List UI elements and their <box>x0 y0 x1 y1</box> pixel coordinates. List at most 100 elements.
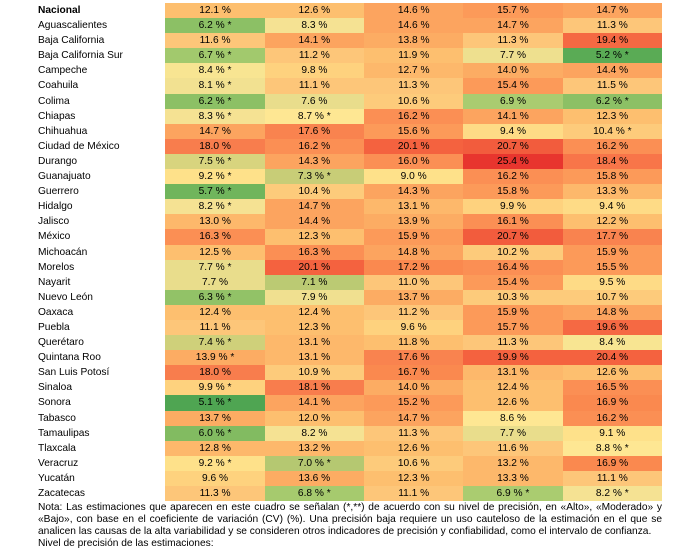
value-cell: 13.2 % <box>264 440 365 456</box>
table-row: Veracruz 9.2 % * 7.0 % * 10.6 % 13.2 % 16.9 % <box>34 455 662 471</box>
value-cell: 14.1 % <box>264 33 365 49</box>
value-cell: 9.6 % <box>364 319 464 336</box>
value-cell: 9.8 % <box>264 63 365 79</box>
table-row: Jalisco 13.0 % 14.4 % 13.9 % 16.1 % 12.2 % <box>34 214 662 230</box>
value-cell: 8.4 % * <box>165 63 265 79</box>
value-cell: 13.7 % <box>165 410 265 426</box>
value-cell: 6.2 % * <box>562 93 662 109</box>
value-cell: 5.2 % * <box>562 48 662 64</box>
state-name-cell: Michoacán <box>34 244 166 260</box>
value-cell: 13.8 % <box>364 33 464 49</box>
precision-heatmap-table-container: Nacional 12.1 % 12.6 % 14.6 % 15.7 % 14.7 % Ag… <box>34 3 662 502</box>
state-name-cell: Tlaxcala <box>34 440 166 456</box>
value-cell: 10.7 % <box>562 289 662 305</box>
value-cell: 16.0 % <box>364 153 464 170</box>
value-cell: 11.8 % <box>364 335 464 351</box>
value-cell: 15.9 % <box>463 304 563 320</box>
value-cell: 11.3 % <box>463 335 563 351</box>
value-cell: 14.7 % <box>165 123 265 139</box>
value-cell: 14.7 % <box>463 18 563 34</box>
value-cell: 7.4 % * <box>165 335 265 351</box>
value-cell: 8.3 % * <box>165 108 265 124</box>
value-cell: 9.9 % * <box>165 380 265 396</box>
table-row: Tamaulipas 6.0 % * 8.2 % 11.3 % 7.7 % 9.1 % <box>34 425 662 441</box>
value-cell: 14.3 % <box>264 153 365 170</box>
value-cell: 15.9 % <box>562 244 662 260</box>
value-cell: 10.6 % <box>364 93 464 109</box>
value-cell: 19.6 % <box>562 319 662 336</box>
table-row: Guerrero 5.7 % * 10.4 % 14.3 % 15.8 % 13.3 % <box>34 184 662 200</box>
table-row: Tlaxcala 12.8 % 13.2 % 12.6 % 11.6 % 8.8 % * <box>34 440 662 456</box>
value-cell: 13.1 % <box>264 335 365 351</box>
value-cell: 10.6 % <box>364 455 464 471</box>
value-cell: 15.7 % <box>463 319 563 336</box>
state-name-cell: Nacional <box>34 3 166 19</box>
value-cell: 14.6 % <box>364 3 464 19</box>
value-cell: 9.2 % * <box>165 455 265 471</box>
state-name-cell: Sonora <box>34 395 166 411</box>
value-cell: 11.2 % <box>364 304 464 320</box>
value-cell: 9.2 % * <box>165 169 265 185</box>
value-cell: 13.1 % <box>364 199 464 215</box>
state-name-cell: Durango <box>34 153 166 170</box>
value-cell: 6.2 % * <box>165 93 265 109</box>
value-cell: 12.4 % <box>463 380 563 396</box>
value-cell: 12.1 % <box>165 3 265 19</box>
value-cell: 15.2 % <box>364 395 464 411</box>
value-cell: 16.9 % <box>562 395 662 411</box>
value-cell: 12.8 % <box>165 440 265 456</box>
value-cell: 7.6 % <box>264 93 365 109</box>
value-cell: 11.2 % <box>264 48 365 64</box>
value-cell: 10.3 % <box>463 289 563 305</box>
value-cell: 9.0 % <box>364 169 464 185</box>
value-cell: 9.9 % <box>463 199 563 215</box>
state-name-cell: Nuevo León <box>34 289 166 305</box>
value-cell: 16.2 % <box>364 108 464 124</box>
state-name-cell: Tabasco <box>34 410 166 426</box>
value-cell: 14.3 % <box>364 184 464 200</box>
state-name-cell: Puebla <box>34 319 166 336</box>
value-cell: 11.0 % <box>364 274 464 290</box>
value-cell: 16.3 % <box>264 244 365 260</box>
value-cell: 6.3 % * <box>165 289 265 305</box>
value-cell: 15.7 % <box>463 3 563 19</box>
value-cell: 12.3 % <box>264 319 365 336</box>
value-cell: 11.6 % <box>463 440 563 456</box>
value-cell: 11.3 % <box>364 425 464 441</box>
value-cell: 14.7 % <box>264 199 365 215</box>
state-name-cell: Chihuahua <box>34 123 166 139</box>
value-cell: 8.1 % * <box>165 78 265 94</box>
value-cell: 12.6 % <box>463 395 563 411</box>
table-row: Chiapas 8.3 % * 8.7 % * 16.2 % 14.1 % 12.3 % <box>34 108 662 124</box>
value-cell: 13.2 % <box>463 455 563 471</box>
value-cell: 19.9 % <box>463 350 563 366</box>
state-name-cell: Guerrero <box>34 184 166 200</box>
value-cell: 5.1 % * <box>165 395 265 411</box>
value-cell: 19.4 % <box>562 33 662 49</box>
table-row: Querétaro 7.4 % * 13.1 % 11.8 % 11.3 % 8.4 % <box>34 335 662 351</box>
state-name-cell: Nayarit <box>34 274 166 290</box>
value-cell: 16.5 % <box>562 380 662 396</box>
value-cell: 7.3 % * <box>264 169 365 185</box>
value-cell: 7.9 % <box>264 289 365 305</box>
table-row: Morelos 7.7 % * 20.1 % 17.2 % 16.4 % 15.5 % <box>34 259 662 275</box>
state-name-cell: Guanajuato <box>34 169 166 185</box>
state-name-cell: Ciudad de México <box>34 138 166 154</box>
value-cell: 11.1 % <box>364 486 464 502</box>
value-cell: 20.1 % <box>264 259 365 275</box>
state-name-cell: Sinaloa <box>34 380 166 396</box>
state-name-cell: Quintana Roo <box>34 350 166 366</box>
state-name-cell: Tamaulipas <box>34 425 166 441</box>
table-row: Sonora 5.1 % * 14.1 % 15.2 % 12.6 % 16.9 % <box>34 395 662 411</box>
value-cell: 14.4 % <box>264 214 365 230</box>
value-cell: 13.6 % <box>264 470 365 486</box>
table-row: Nayarit 7.7 % 7.1 % 11.0 % 15.4 % 9.5 % <box>34 274 662 290</box>
value-cell: 6.9 % * <box>463 486 563 502</box>
value-cell: 14.8 % <box>364 244 464 260</box>
precision-heatmap-table: Nacional 12.1 % 12.6 % 14.6 % 15.7 % 14.7 % Ag… <box>34 3 662 502</box>
state-name-cell: Hidalgo <box>34 199 166 215</box>
value-cell: 7.7 % <box>463 48 563 64</box>
value-cell: 12.2 % <box>562 214 662 230</box>
value-cell: 13.0 % <box>165 214 265 230</box>
state-name-cell: México <box>34 229 166 245</box>
